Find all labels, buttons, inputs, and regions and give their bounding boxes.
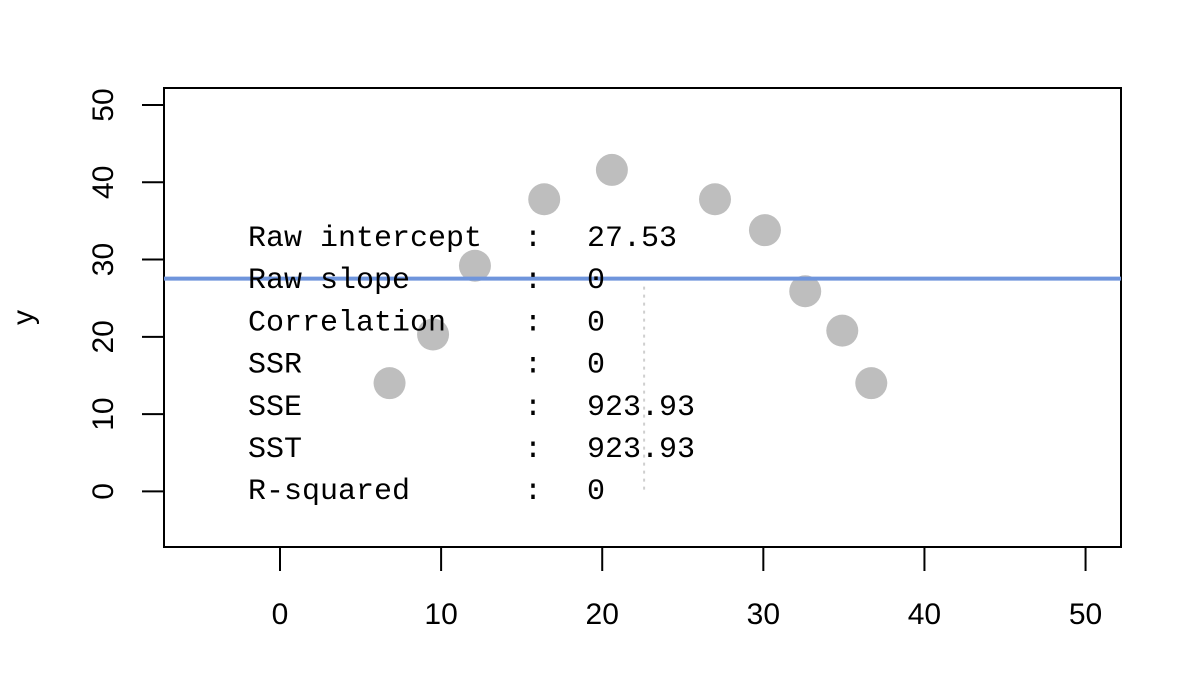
stat-value: 27.53 <box>587 222 677 256</box>
data-point <box>458 249 491 282</box>
stat-value: 0 <box>587 264 605 298</box>
y-tick-label: 50 <box>87 88 120 121</box>
stat-label: SSE <box>248 391 302 425</box>
stat-value: 0 <box>587 349 605 383</box>
stat-label: R-squared <box>248 475 410 509</box>
stat-separator: : <box>524 391 542 425</box>
data-point <box>789 275 822 308</box>
stat-value: 0 <box>587 475 605 509</box>
stat-separator: : <box>524 349 542 383</box>
stat-label: SSR <box>248 349 302 383</box>
stat-separator: : <box>524 264 542 298</box>
stat-label: Raw slope <box>248 264 410 298</box>
stat-value: 923.93 <box>587 391 695 425</box>
y-tick-label: 40 <box>87 166 120 199</box>
stat-separator: : <box>524 222 542 256</box>
y-tick-label: 20 <box>87 320 120 353</box>
y-tick-label: 10 <box>87 397 120 430</box>
y-axis-title: y <box>7 310 40 325</box>
data-point <box>699 183 731 216</box>
stat-separator: : <box>524 433 542 467</box>
y-axis: 0 10 20 30 40 50 <box>87 88 165 500</box>
x-tick-label: 30 <box>747 598 780 631</box>
stat-value: 923.93 <box>587 433 695 467</box>
data-point <box>528 183 561 216</box>
x-tick-label: 0 <box>272 598 289 631</box>
x-axis: 0 10 20 30 40 50 <box>272 546 1102 631</box>
data-point <box>595 153 628 186</box>
stat-value: 0 <box>587 306 605 340</box>
stat-label: Correlation <box>248 306 446 340</box>
points-layer <box>373 153 888 400</box>
data-point <box>855 367 888 400</box>
stat-label: Raw intercept <box>248 222 482 256</box>
stat-separator: : <box>524 306 542 340</box>
data-point <box>417 318 450 351</box>
x-tick-label: 10 <box>424 598 457 631</box>
y-tick-label: 0 <box>87 483 120 500</box>
stats-panel: Raw intercept: 27.53 Raw slope: 0 Correlatio… <box>248 222 695 509</box>
x-tick-label: 40 <box>908 598 941 631</box>
stat-label: SST <box>248 433 302 467</box>
y-tick-label: 30 <box>87 243 120 276</box>
data-point <box>373 367 406 400</box>
x-tick-label: 20 <box>586 598 619 631</box>
plot-area <box>163 87 1122 548</box>
data-point <box>748 214 781 247</box>
x-tick-label: 50 <box>1069 598 1102 631</box>
data-point <box>826 314 859 347</box>
stat-separator: : <box>524 475 542 509</box>
